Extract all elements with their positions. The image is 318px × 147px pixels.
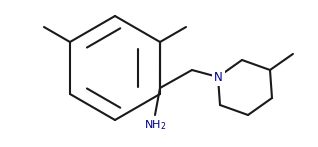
Text: NH$_2$: NH$_2$ xyxy=(144,118,166,132)
Text: N: N xyxy=(214,71,222,83)
